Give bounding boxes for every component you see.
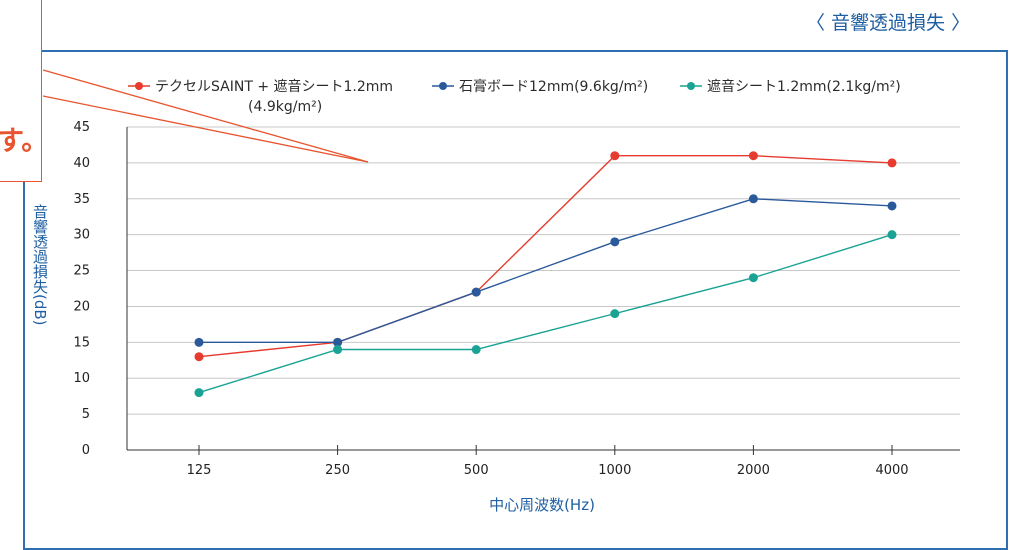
y-axis-title: 音響透過損失(dB) <box>31 204 49 326</box>
legend-label: 遮音シート1.2mm(2.1kg/m²) <box>707 78 901 95</box>
data-point <box>194 337 204 347</box>
data-point <box>194 352 204 362</box>
y-tick-label: 35 <box>73 192 90 207</box>
y-tick-label: 0 <box>82 443 90 458</box>
data-point <box>887 230 897 240</box>
x-tick-label: 4000 <box>875 463 908 478</box>
y-tick-label: 10 <box>73 371 90 386</box>
legend-label: テクセルSAINT + 遮音シート1.2mm <box>155 78 393 95</box>
data-point <box>471 345 481 355</box>
axes-layer: 0 5 10 15 20 25 30 35 40 45 125 250 500 1000 2000 4000 <box>73 120 960 478</box>
series-line <box>199 198 893 344</box>
legend-label: 石膏ボード12mm(9.6kg/m²) <box>459 78 648 95</box>
x-tick-label: 250 <box>325 463 350 478</box>
data-point <box>471 287 481 297</box>
y-tick-label: 25 <box>73 264 90 279</box>
y-tick-label: 30 <box>73 228 90 243</box>
data-point <box>887 201 897 211</box>
data-point <box>748 273 758 283</box>
callout-box: す。 <box>0 0 48 182</box>
y-tick-label: 15 <box>73 335 90 350</box>
data-point <box>333 337 343 347</box>
legend-layer: テクセルSAINT + 遮音シート1.2mm (4.9kg/m²) 石膏ボード12m… <box>128 78 901 115</box>
grid-layer <box>127 126 960 415</box>
data-point <box>333 345 343 355</box>
section-heading: 〈 音響透過損失 〉 <box>806 12 971 34</box>
y-tick-label: 20 <box>73 299 90 314</box>
x-tick-label: 1000 <box>598 463 631 478</box>
data-point <box>887 158 897 168</box>
legend-swatch-marker <box>439 82 447 90</box>
x-tick-label: 500 <box>464 463 489 478</box>
series-layer <box>194 151 897 398</box>
x-tick-label: 2000 <box>737 463 770 478</box>
y-tick-label: 40 <box>73 156 90 171</box>
legend-swatch-marker <box>687 82 695 90</box>
callout-text: す。 <box>0 126 49 157</box>
legend-swatch-marker <box>135 82 143 90</box>
data-point <box>610 151 620 161</box>
callout-pointer-line <box>42 95 369 163</box>
y-tick-label: 5 <box>82 407 90 422</box>
legend-label-line2: (4.9kg/m²) <box>248 99 322 115</box>
x-tick-label: 125 <box>187 463 212 478</box>
data-point <box>610 237 620 247</box>
series-line <box>198 155 893 358</box>
y-tick-label: 45 <box>73 120 90 135</box>
data-point <box>194 388 204 398</box>
data-point <box>610 309 620 319</box>
data-point <box>748 151 758 161</box>
callout-pointer-line <box>42 69 369 163</box>
data-point <box>748 194 758 204</box>
series-line <box>198 233 893 394</box>
x-axis-title: 中心周波数(Hz) <box>489 496 595 514</box>
